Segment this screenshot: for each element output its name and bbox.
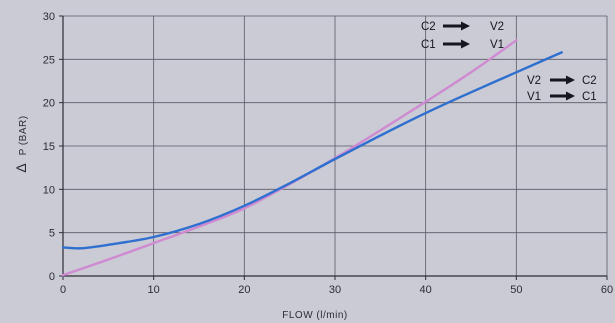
x-tick-label: 60 (601, 284, 613, 296)
annotation-blue-row2-to: C1 (582, 91, 597, 103)
annotation-pink-row2-from: C1 (421, 39, 436, 51)
y-tick-label: 0 (49, 271, 55, 283)
y-tick-label: 20 (43, 98, 55, 110)
annotation-pink-row1-to: V2 (490, 21, 504, 33)
y-axis-delta-symbol: Δ (13, 163, 29, 173)
y-tick-label: 15 (43, 141, 55, 153)
x-tick-label: 20 (238, 284, 250, 296)
y-axis-title: P (BAR) (18, 115, 29, 155)
y-tick-label: 5 (49, 228, 55, 240)
x-tick-label: 50 (510, 284, 522, 296)
annotation-blue-row1-to: C2 (582, 75, 597, 87)
x-tick-label: 40 (420, 284, 432, 296)
x-tick-label: 10 (148, 284, 160, 296)
annotation-blue-row2-from: V1 (527, 91, 541, 103)
x-tick-label: 30 (329, 284, 341, 296)
y-tick-label: 25 (43, 54, 55, 66)
x-tick-label: 0 (60, 284, 66, 296)
y-tick-label: 10 (43, 184, 55, 196)
y-tick-label: 30 (43, 11, 55, 23)
x-axis-title: FLOW (l/min) (282, 310, 347, 321)
annotation-blue-row1-from: V2 (527, 75, 541, 87)
annotation-pink-row1-from: C2 (421, 21, 436, 33)
annotation-pink-row2-to: V1 (490, 39, 504, 51)
